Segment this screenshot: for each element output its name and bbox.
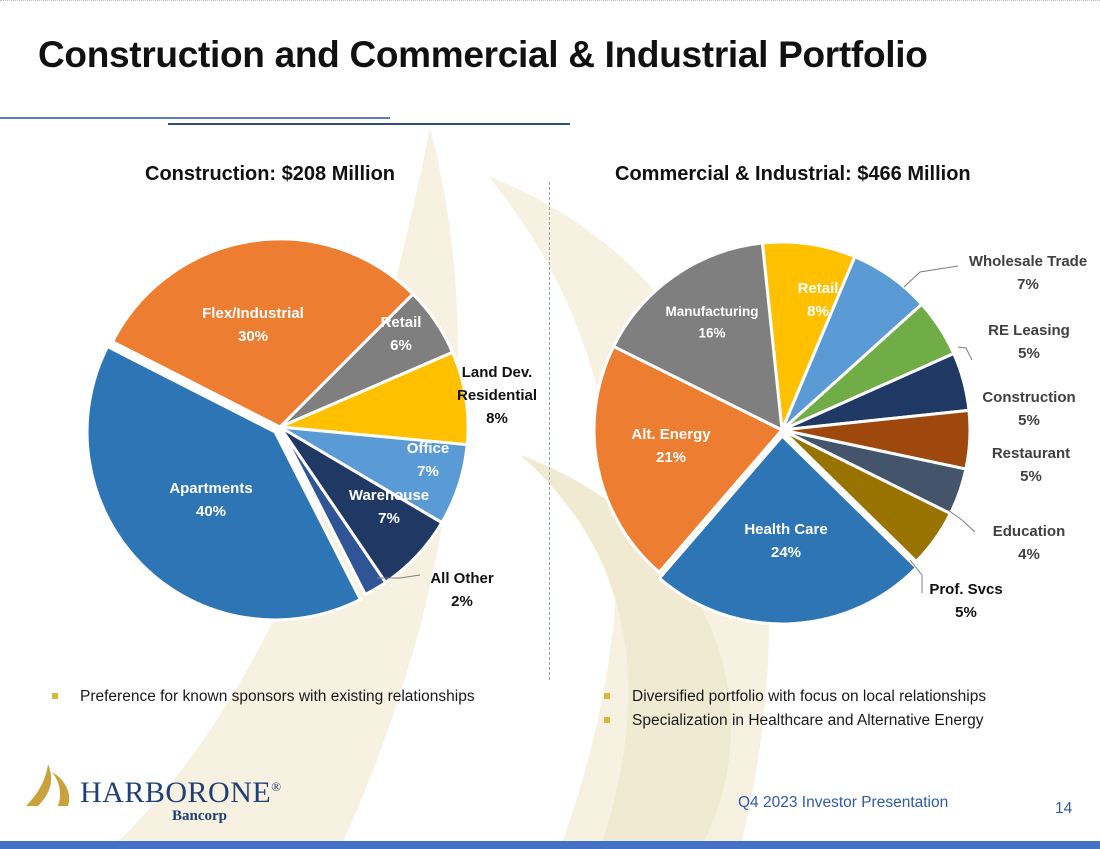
footer-bar bbox=[0, 841, 1100, 849]
data-label-wholesale-trade: Wholesale Trade 7% bbox=[969, 253, 1087, 293]
leader-line-wholesale-trade bbox=[904, 266, 958, 287]
bullet-item: Specialization in Healthcare and Alterna… bbox=[600, 709, 986, 733]
logo-wordmark: HARBORONE® bbox=[80, 776, 282, 810]
page-number: 14 bbox=[1055, 800, 1072, 818]
bullet-item: Preference for known sponsors with exist… bbox=[48, 685, 475, 709]
footer-presentation-label: Q4 2023 Investor Presentation bbox=[738, 794, 948, 812]
data-label-construction: Construction 5% bbox=[982, 389, 1075, 429]
harborone-logo: HARBORONE® Bancorp bbox=[24, 762, 304, 832]
data-label-restaurant: Restaurant 5% bbox=[992, 445, 1070, 485]
leader-line-re-leasing bbox=[958, 347, 972, 360]
sail-logo-icon bbox=[24, 762, 74, 808]
logo-subtitle: Bancorp bbox=[172, 808, 227, 825]
bullet-item: Diversified portfolio with focus on loca… bbox=[600, 685, 986, 709]
data-label-re-leasing: RE Leasing 5% bbox=[988, 322, 1070, 362]
data-label-education: Education 4% bbox=[993, 523, 1066, 563]
data-label-prof-svcs: Prof. Svcs 5% bbox=[929, 581, 1002, 621]
leader-line-education bbox=[948, 510, 975, 532]
construction-bullets: Preference for known sponsors with exist… bbox=[48, 685, 475, 709]
ci-bullets: Diversified portfolio with focus on loca… bbox=[600, 685, 986, 733]
